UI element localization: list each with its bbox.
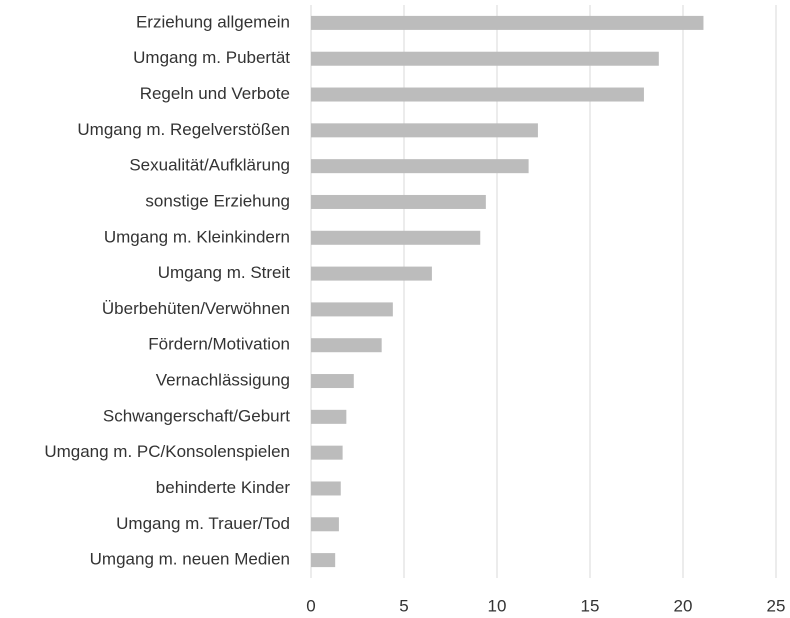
bar bbox=[311, 266, 432, 281]
x-tick-label: 5 bbox=[399, 596, 408, 615]
x-tick-label: 10 bbox=[488, 596, 507, 615]
bar bbox=[311, 445, 343, 460]
bar bbox=[311, 194, 486, 209]
y-tick-label: Umgang m. Regelverstößen bbox=[77, 120, 290, 139]
bar bbox=[311, 230, 481, 245]
y-tick-label: Überbehüten/Verwöhnen bbox=[102, 299, 290, 318]
y-tick-label: Schwangerschaft/Geburt bbox=[103, 406, 290, 425]
y-tick-label: Umgang m. Streit bbox=[158, 263, 291, 282]
x-tick-label: 15 bbox=[581, 596, 600, 615]
y-tick-label: Umgang m. neuen Medien bbox=[90, 550, 290, 569]
y-tick-label: sonstige Erziehung bbox=[145, 191, 290, 210]
y-tick-label: Regeln und Verbote bbox=[140, 84, 290, 103]
y-tick-label: Umgang m. Trauer/Tod bbox=[116, 514, 290, 533]
y-tick-label: Erziehung allgemein bbox=[136, 12, 290, 31]
bar bbox=[311, 159, 529, 174]
y-tick-label: behinderte Kinder bbox=[156, 478, 291, 497]
bar bbox=[311, 374, 354, 389]
bar bbox=[311, 15, 704, 30]
bar bbox=[311, 553, 336, 568]
bar bbox=[311, 51, 659, 66]
y-tick-label: Umgang m. Pubertät bbox=[133, 48, 290, 67]
bar bbox=[311, 338, 382, 353]
x-tick-label: 0 bbox=[306, 596, 315, 615]
y-tick-label: Sexualität/Aufklärung bbox=[129, 156, 290, 175]
bar bbox=[311, 481, 341, 496]
bar bbox=[311, 123, 538, 138]
bar bbox=[311, 409, 347, 424]
bar bbox=[311, 302, 393, 317]
y-tick-label: Umgang m. PC/Konsolenspielen bbox=[44, 442, 290, 461]
bar bbox=[311, 87, 644, 102]
x-tick-label: 20 bbox=[674, 596, 693, 615]
y-tick-label: Umgang m. Kleinkindern bbox=[104, 227, 290, 246]
x-tick-label: 25 bbox=[767, 596, 786, 615]
bar bbox=[311, 517, 339, 532]
y-tick-label: Fördern/Motivation bbox=[148, 335, 290, 354]
y-tick-label: Vernachlässigung bbox=[156, 371, 290, 390]
